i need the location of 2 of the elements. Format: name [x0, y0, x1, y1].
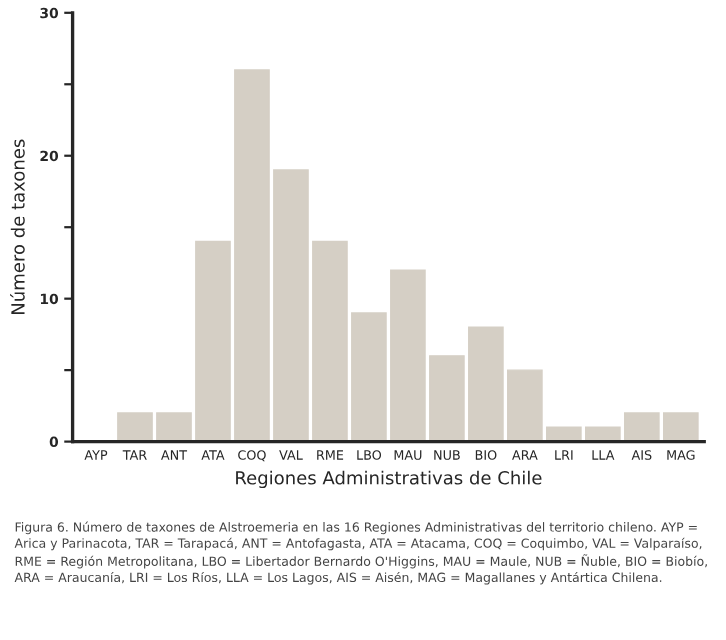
- x-axis-title: Regiones Administrativas de Chile: [236, 470, 542, 489]
- y-axis-title: Número de taxones: [10, 139, 25, 314]
